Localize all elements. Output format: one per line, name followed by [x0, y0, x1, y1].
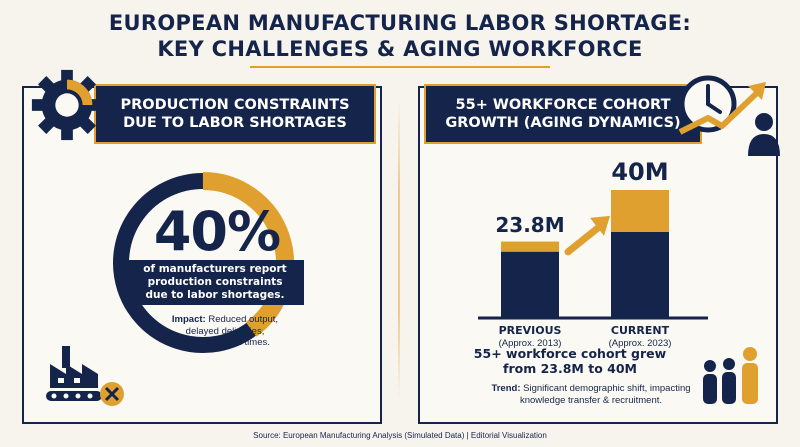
trend-line2: knowledge transfer & recruitment. [519, 394, 663, 406]
growth-arrow [564, 224, 602, 256]
panel-divider [398, 100, 400, 400]
category-label-previous: PREVIOUS [499, 324, 562, 337]
title-underline [250, 66, 550, 68]
trend-note: Trend: Significant demographic shift, im… [476, 383, 706, 406]
page-title-line1: EUROPEAN MANUFACTURING LABOR SHORTAGE: [108, 11, 692, 35]
gear-icon [31, 69, 103, 141]
donut-value-arc [202, 172, 294, 337]
left-header-line2: DUE TO LABOR SHORTAGES [123, 115, 347, 131]
left-header-line1: PRODUCTION CONSTRAINTS [120, 97, 350, 113]
category-sublabel-previous: (Approx. 2013) [499, 338, 562, 349]
impact-line2: delayed deliveries, [185, 325, 265, 337]
value-label-previous: 23.8M [495, 213, 564, 237]
cohort-bar-chart: 23.8M PREVIOUS(Approx. 2013) 40M CURRENT(Ap… [478, 158, 708, 349]
percent-value: 40% [153, 200, 281, 263]
category-sublabel-current: (Approx. 2023) [609, 338, 672, 349]
workforce-cohort-header: 55+ WORKFORCE COHORT GROWTH (AGING DYNAM… [424, 84, 702, 144]
impact-line1: Reduced output, [208, 314, 279, 325]
bar-cap-current [611, 190, 669, 232]
source-note: Source: European Manufacturing Analysis … [253, 431, 547, 440]
impact-label: Impact: [171, 314, 206, 325]
production-constraints-header: PRODUCTION CONSTRAINTS DUE TO LABOR SHOR… [94, 84, 376, 144]
clock-icon [678, 75, 780, 156]
page-title: EUROPEAN MANUFACTURING LABOR SHORTAGE: K… [0, 10, 800, 62]
growth-line1: 55+ workforce cohort grew [473, 346, 667, 361]
right-header-line1: 55+ WORKFORCE COHORT [455, 97, 671, 113]
growth-arrow-icon [678, 82, 766, 135]
growth-arrow-head [590, 215, 610, 236]
stat-line3: due to labor shortages. [145, 289, 285, 301]
donut-remainder-arc [113, 173, 256, 353]
workforce-cohort-panel: 55+ WORKFORCE COHORT GROWTH (AGING DYNAM… [418, 84, 778, 424]
person-icon [748, 113, 780, 156]
right-header-line2: GROWTH (AGING DYNAMICS) [445, 115, 681, 131]
people-icon [703, 347, 758, 404]
value-label-current: 40M [611, 158, 668, 186]
impact-line3: increased lead times. [180, 337, 270, 348]
growth-line2: from 23.8M to 40M [503, 361, 637, 376]
factory-icon [46, 346, 124, 406]
trend-label: Trend: [491, 383, 521, 394]
stat-line2: production constraints [147, 276, 283, 288]
category-label-current: CURRENT [611, 324, 670, 337]
bar-cap-previous [501, 241, 559, 252]
impact-note: Impact: Reduced output, delayed deliveri… [150, 314, 300, 349]
trend-line1: Significant demographic shift, impacting [523, 383, 691, 394]
constraints-stat-box: of manufacturers report production const… [126, 260, 304, 305]
stat-line1: of manufacturers report [143, 263, 287, 275]
bar-previous [501, 241, 559, 318]
growth-summary: 55+ workforce cohort grew from 23.8M to … [440, 346, 700, 376]
page-title-line2: KEY CHALLENGES & AGING WORKFORCE [157, 37, 643, 61]
